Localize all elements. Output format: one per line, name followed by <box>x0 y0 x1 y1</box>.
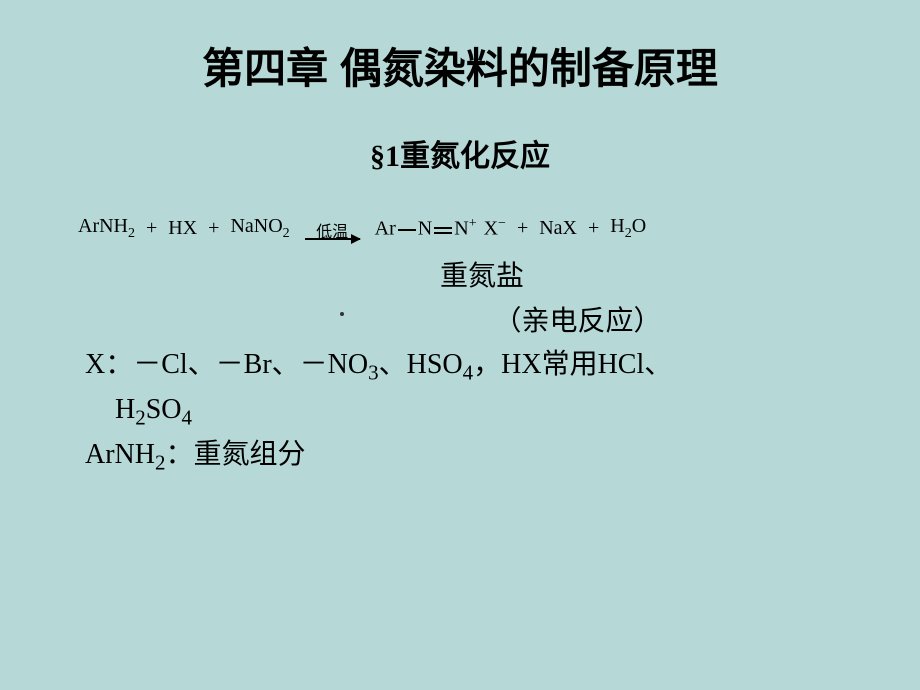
plus-1: + <box>146 217 157 240</box>
chapter-title: 第四章 偶氮染料的制备原理 <box>50 35 870 96</box>
product-h2o: H2O <box>610 215 646 242</box>
reactant-hx: HX <box>168 217 197 240</box>
section-subtitle: §1重氮化反应 <box>50 131 870 175</box>
reaction-equation: ArNH2 + HX + NaNO2 低温 ArNN+ X− + NaX + H… <box>75 215 870 242</box>
reactant-nano2: NaNO2 <box>230 215 289 242</box>
slide-container: 第四章 偶氮染料的制备原理 §1重氮化反应 ArNH2 + HX + NaNO2… <box>0 0 920 690</box>
x-definition-line: X：－Cl、－Br、－NO3、HSO4，HX常用HCl、 <box>85 344 870 389</box>
plus-3: + <box>517 217 528 240</box>
h2so4-line: H2SO4 <box>115 389 870 434</box>
plus-4: + <box>588 217 599 240</box>
product-x: X− <box>484 216 506 241</box>
product-diazonium: ArNN+ <box>375 216 477 241</box>
plus-2: + <box>208 217 219 240</box>
reactant-arnh2: ArNH2 <box>78 215 135 242</box>
product-nax: NaX <box>539 217 577 240</box>
diazonium-salt-label: 重氮盐 <box>440 254 870 294</box>
arnh2-definition-line: ArNH2：重氮组分 <box>85 434 870 479</box>
reaction-arrow: 低温 <box>305 218 360 240</box>
bullet-dot <box>340 312 344 316</box>
arrow-line <box>305 238 360 240</box>
reaction-type-label: （亲电反应） <box>285 299 870 339</box>
